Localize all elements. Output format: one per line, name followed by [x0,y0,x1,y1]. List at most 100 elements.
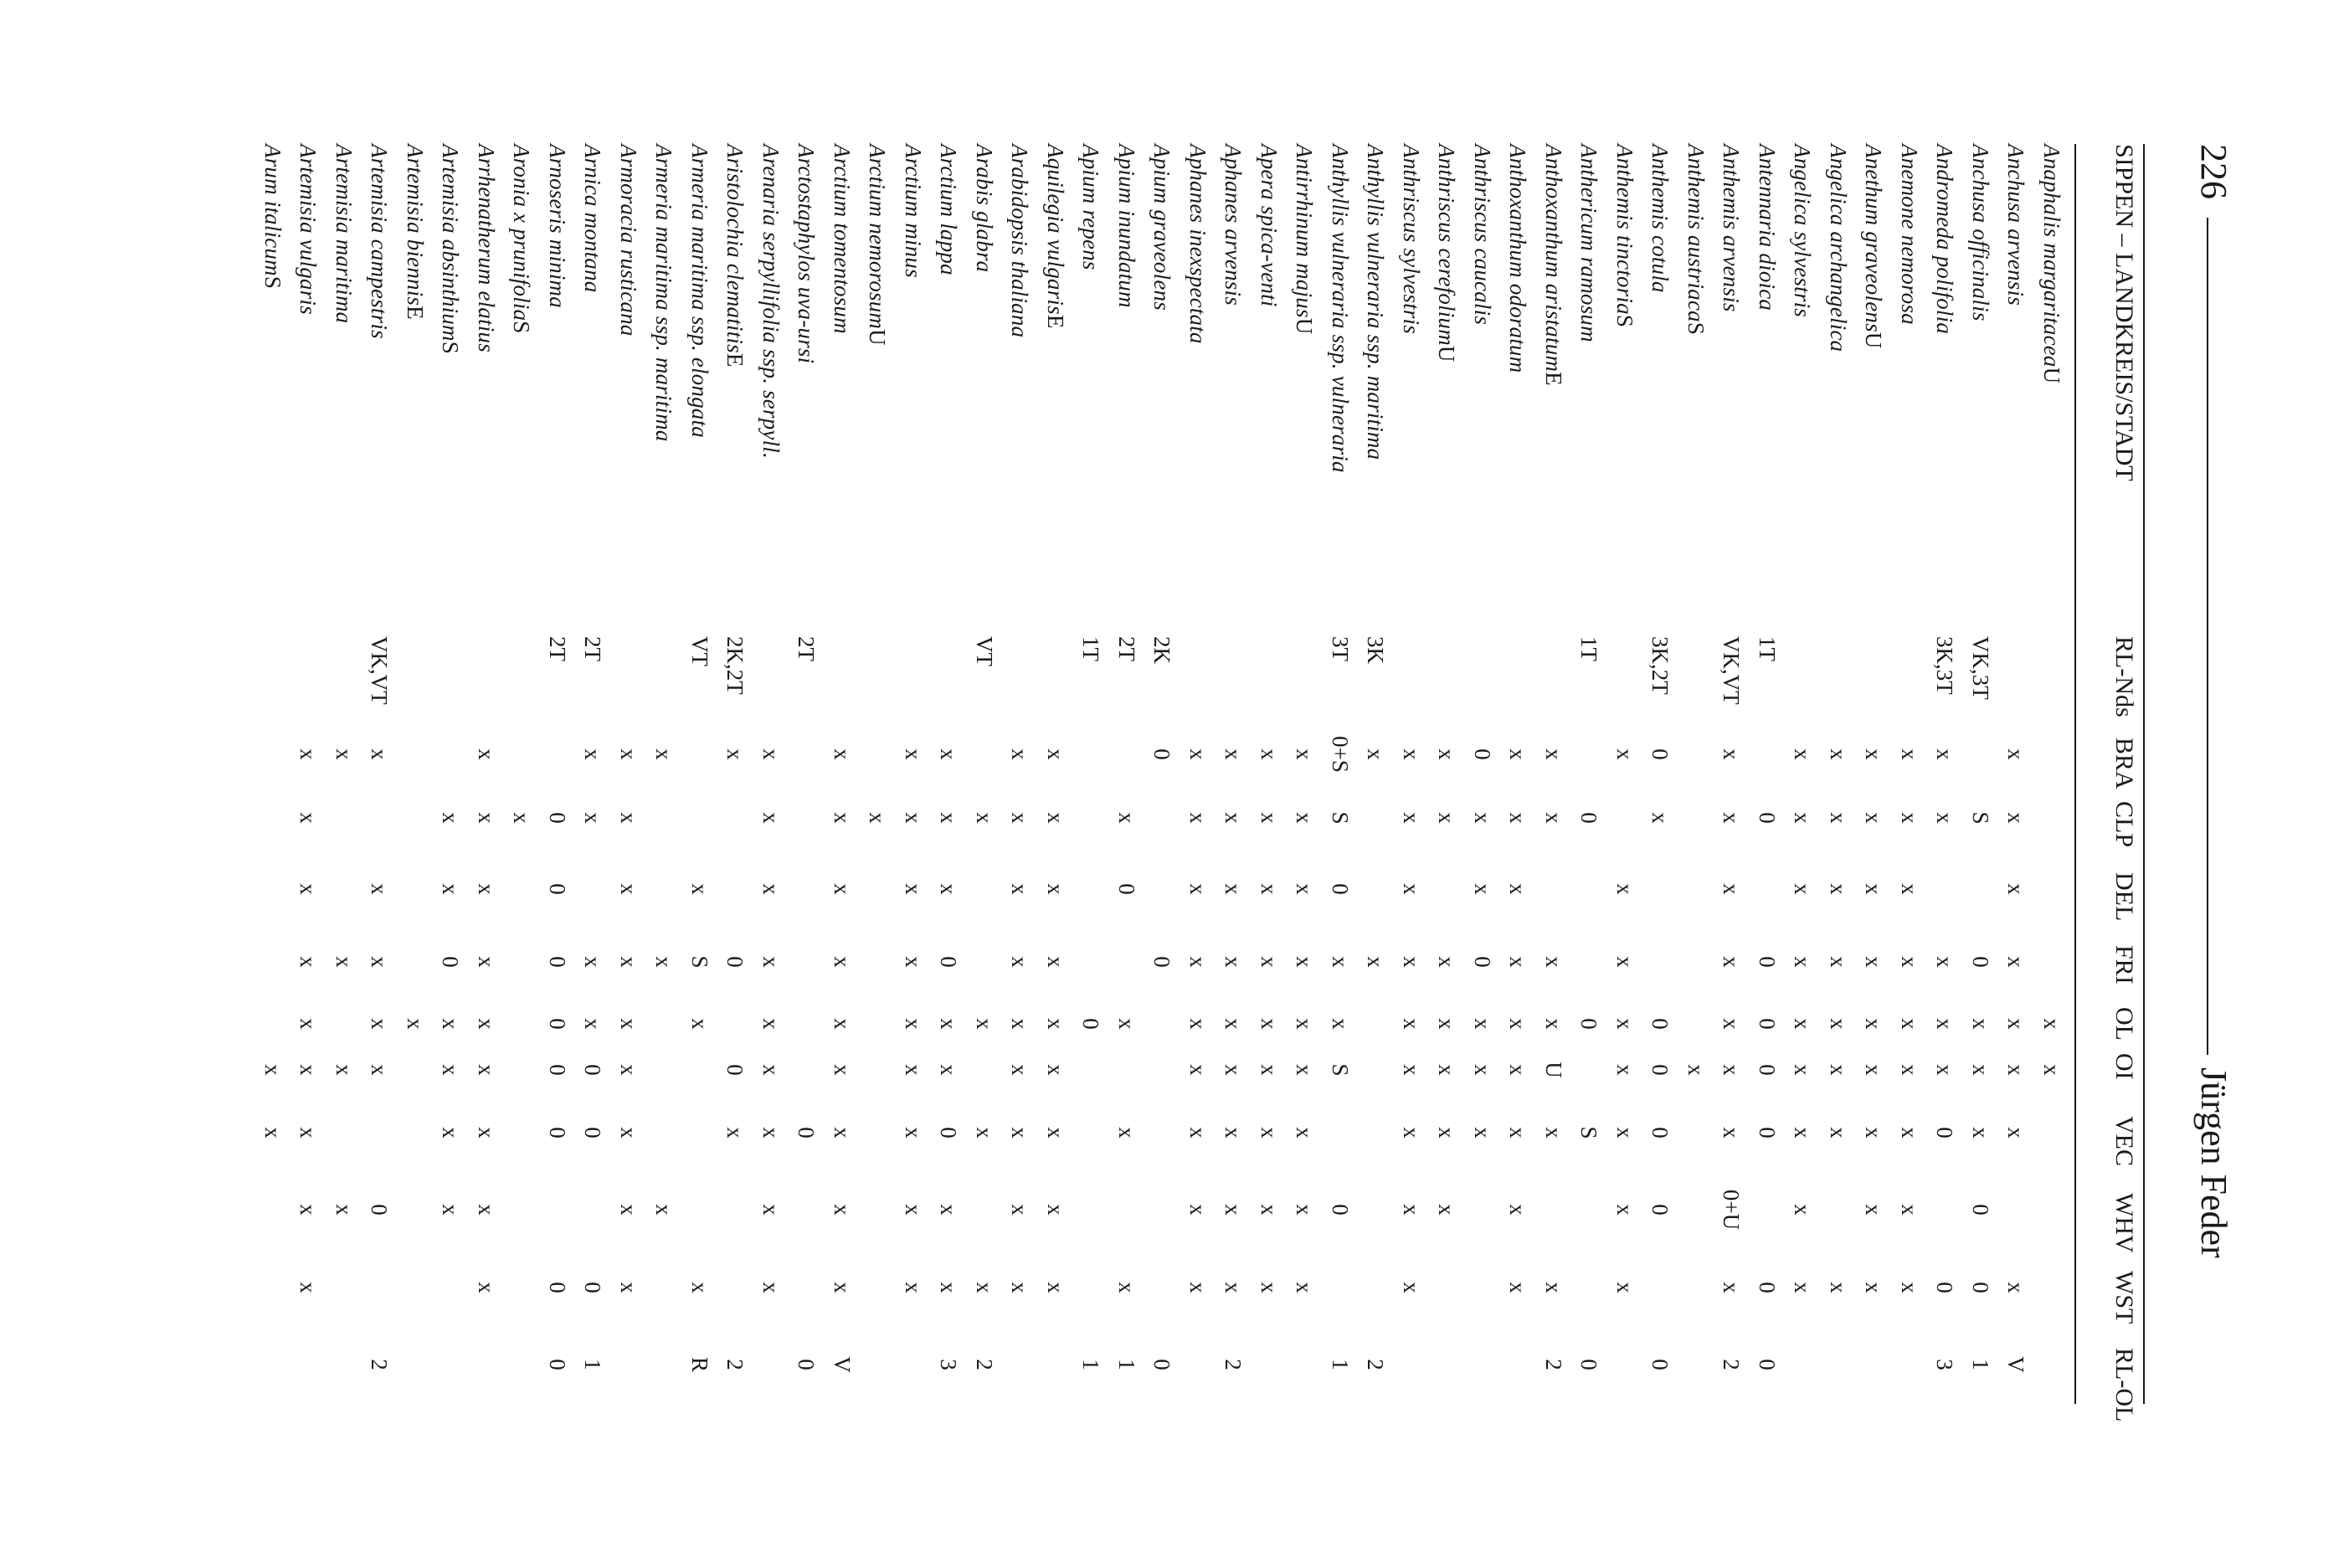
cell-col-oi: x [1612,1064,1637,1076]
cell-col-rl-ol: 1 [1078,1359,1104,1370]
cell-col-rl-ol: 0 [794,1359,820,1370]
cell-col-bra: x [1826,748,1851,760]
cell-col-bra: x [1541,748,1566,760]
cell-col-del: x [1185,883,1211,895]
cell-col-ol: x [1612,1018,1637,1030]
cell-col-fri: x [580,956,606,968]
cell-col-bra: x [1007,748,1033,760]
cell-col-rl-ol: 2 [1363,1359,1389,1370]
cell-col-del: x [1897,883,1922,895]
cell-col-vec: x [1719,1127,1745,1139]
cell-col-del: x [1719,883,1745,895]
cell-col-clp: S [1968,811,1993,825]
cell-col-wst: x [1007,1282,1033,1293]
cell-col-rl-ol: V [2003,1356,2029,1373]
cell-col-bra: x [332,748,357,760]
cell-col-whv: x [1221,1204,1247,1216]
cell-col-clp: x [1043,812,1068,824]
species-name: Arctium lappa [936,144,962,275]
cell-col-ol: x [758,1018,784,1030]
table-row: Arctium lappa x x x 0 x x 0 x x 3 [931,0,967,1568]
cell-col-wst: x [687,1282,712,1293]
cell-col-rl-ol: 3 [936,1359,962,1370]
cell-col-ol: x [1399,1018,1424,1030]
status-suffix: E [1541,372,1566,386]
cell-col-oi: x [1292,1064,1318,1076]
cell-col-ol: x [1221,1018,1247,1030]
table-row: Arabis glabra VT x x x x 2 [967,0,1003,1568]
cell-col-clp: S [1328,811,1353,825]
cell-col-wst: 0 [580,1282,606,1293]
cell-col-oi: x [1897,1064,1922,1076]
cell-col-del: x [1399,883,1424,895]
table-row: Arctostaphylos uva-ursi 2T 0 0 [789,0,825,1568]
cell-col-rl-ol: 0 [1576,1359,1602,1370]
header-col-rl-ol: RL-OL [2110,1348,2138,1422]
table-row: Anthemis cotula 3K,2T 0 x 0 0 0 0 0 [1642,0,1678,1568]
table-row: Armoracia rusticana x x x x x x x x x [611,0,647,1568]
cell-col-whv: x [1007,1204,1033,1216]
cell-col-wst: x [616,1282,641,1293]
cell-col-whv: x [901,1204,926,1216]
species-name: Arabis glabra [972,144,997,273]
cell-col-ol: x [1292,1018,1318,1030]
cell-col-rl-ol: 0 [545,1359,570,1370]
table-row: Apium repens 1T 0 1 [1073,0,1109,1568]
cell-col-fri: 0 [936,956,962,968]
species-name: Arenaria serpyllifolia ssp. serpyll. [758,144,784,459]
species-name: Angelica archangelica [1826,144,1851,352]
cell-col-bra: x [2003,748,2029,760]
table-row: Aphanes arvensis x x x x x x x x x 2 [1216,0,1252,1568]
cell-col-vec: x [1043,1127,1068,1139]
cell-col-whv: x [1257,1204,1282,1216]
cell-col-vec: x [901,1127,926,1139]
cell-col-bra: x [1612,748,1637,760]
cell-col-wst: 0 [1932,1282,1958,1293]
cell-col-clp: x [296,812,321,824]
species-name: Arctium tomentosum [830,144,855,334]
cell-col-clp: x [1861,812,1887,824]
cell-col-oi: x [474,1064,499,1076]
cell-col-clp: 0 [1755,812,1780,824]
cell-col-oi: x [1434,1064,1460,1076]
cell-col-vec: 0 [1755,1127,1780,1139]
cell-col-oi: x [2003,1064,2029,1076]
cell-col-fri: x [1007,956,1033,968]
cell-col-del: x [474,883,499,895]
cell-col-fri: x [1292,956,1318,968]
table-row: Aristolochia clematitis E 2K,2T x 0 0 x 2 [717,0,753,1568]
table-row: Arrhenatherum elatius x x x x x x x x x [469,0,505,1568]
table-row: Anthoxanthum odoratum x x x x x x x x x [1500,0,1536,1568]
species-name: Arabidopsis thaliana [1007,144,1033,338]
cell-col-vec: x [1541,1127,1566,1139]
species-name: Anthemis austriaca [1683,144,1709,322]
table-row: Arctium minus x x x x x x x x x [896,0,932,1568]
cell-col-clp: x [1790,812,1816,824]
cell-col-del: x [1043,883,1068,895]
table-row: Andromeda polifolia 3K,3T x x x x x 0 0 3 [1927,0,1963,1568]
cell-col-vec: x [1612,1127,1637,1139]
header-col-vec: VEC [2110,1116,2138,1166]
cell-col-del: x [936,883,962,895]
cell-col-clp: x [1114,812,1139,824]
cell-col-fri: x [296,956,321,968]
cell-col-rl-ol: 0 [1149,1359,1175,1370]
cell-col-ol: x [1541,1018,1566,1030]
cell-col-bra: x [474,748,499,760]
table-row: Anthemis arvensis VK,VT x x x x x x x 0+U x 2 [1714,0,1750,1568]
species-name: Anethum graveolens [1861,144,1887,332]
cell-col-wst: 0 [545,1282,570,1293]
cell-col-vec: x [438,1127,464,1139]
cell-col-clp: x [580,812,606,824]
cell-col-clp: x [865,812,891,824]
cell-col-ol: x [1719,1018,1745,1030]
species-name: Aristolochia clematitis [722,144,748,353]
cell-col-bra: x [1932,748,1958,760]
cell-col-wst: x [2003,1282,2029,1293]
cell-col-clp: x [1647,812,1673,824]
table-row: Artemisia campestris VK,VT x x x x x 0 2 [362,0,398,1568]
cell-col-del: x [296,883,321,895]
cell-col-fri: S [687,955,712,969]
cell-col-ol: 0 [1576,1018,1602,1030]
